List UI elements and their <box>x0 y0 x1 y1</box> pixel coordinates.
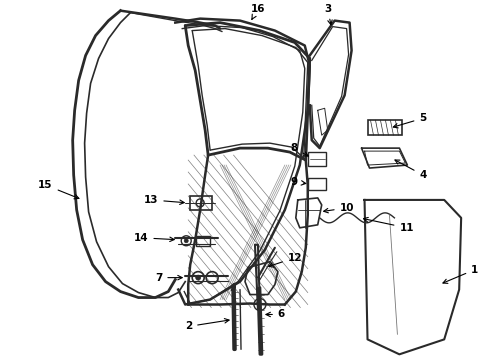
Text: 2: 2 <box>185 319 229 332</box>
Text: 9: 9 <box>291 177 306 187</box>
Bar <box>308 178 326 190</box>
Text: 15: 15 <box>38 180 79 199</box>
Text: 1: 1 <box>443 265 478 283</box>
Text: 4: 4 <box>395 160 427 180</box>
Circle shape <box>196 275 201 280</box>
Text: 12: 12 <box>269 253 302 267</box>
Text: 11: 11 <box>364 217 414 233</box>
Text: 16: 16 <box>251 4 265 19</box>
Bar <box>190 196 212 210</box>
Text: 13: 13 <box>144 195 184 205</box>
Bar <box>196 236 210 246</box>
Text: 10: 10 <box>324 203 354 213</box>
Text: 5: 5 <box>393 113 427 128</box>
FancyBboxPatch shape <box>368 120 402 135</box>
Text: 7: 7 <box>155 273 182 283</box>
Bar <box>308 152 326 166</box>
Text: 6: 6 <box>266 310 285 319</box>
Text: 8: 8 <box>291 143 308 156</box>
Text: 3: 3 <box>324 4 332 24</box>
Text: 14: 14 <box>134 233 174 243</box>
Circle shape <box>184 239 188 243</box>
